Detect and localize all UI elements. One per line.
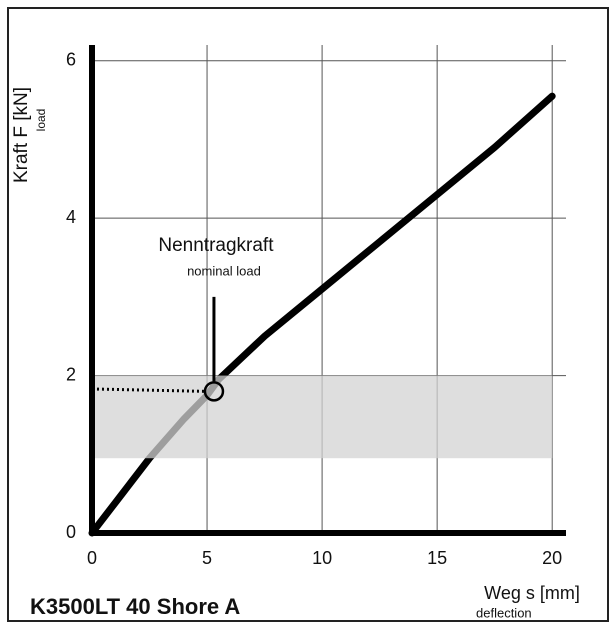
annotation-subtext: nominal load bbox=[187, 263, 261, 278]
y-tick-label: 0 bbox=[66, 522, 76, 542]
nominal-point bbox=[203, 381, 225, 402]
y-tick-label: 2 bbox=[66, 364, 76, 384]
x-tick-label: 20 bbox=[542, 548, 562, 568]
chart-title: K3500LT 40 Shore A bbox=[30, 594, 240, 619]
x-tick-label: 15 bbox=[427, 548, 447, 568]
x-tick-label: 0 bbox=[87, 548, 97, 568]
x-axis-sublabel: deflection bbox=[476, 605, 532, 620]
y-axis-sublabel: load bbox=[34, 109, 48, 132]
x-axis-label: Weg s [mm] bbox=[484, 583, 580, 603]
frame bbox=[7, 7, 609, 622]
x-tick-label: 5 bbox=[202, 548, 212, 568]
band bbox=[92, 375, 553, 459]
annotation-text: Nenntragkraft bbox=[158, 235, 274, 256]
y-tick-label: 4 bbox=[66, 207, 76, 227]
y-axis-label: Kraft F [kN] bbox=[11, 87, 32, 183]
nominal-dotted bbox=[91, 387, 204, 393]
y-tick-label: 6 bbox=[66, 49, 76, 69]
series-line bbox=[88, 92, 556, 537]
x-tick-label: 10 bbox=[312, 548, 332, 568]
